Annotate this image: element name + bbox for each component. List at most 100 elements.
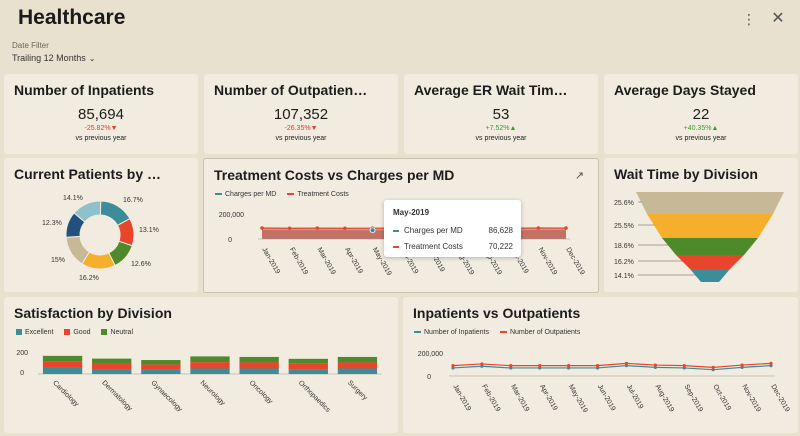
data-point[interactable] bbox=[287, 226, 292, 231]
treatment-costs-card[interactable]: Treatment Costs vs Charges per MD ↗ Char… bbox=[203, 158, 599, 293]
expand-icon[interactable]: ↗ bbox=[574, 170, 584, 182]
legend-item[interactable]: Charges per MD bbox=[215, 191, 276, 198]
bar-segment[interactable] bbox=[141, 360, 181, 365]
data-point[interactable] bbox=[567, 364, 571, 368]
bar-segment[interactable] bbox=[288, 369, 328, 374]
x-tick-label: Gynaecology bbox=[149, 379, 183, 413]
data-point[interactable] bbox=[595, 364, 600, 368]
bar-segment[interactable] bbox=[239, 368, 279, 375]
legend-swatch bbox=[287, 193, 295, 196]
chart-tooltip: May-2019 Charges per MD 86,628 Treatment… bbox=[384, 200, 521, 257]
kpi-card-er-wait-time[interactable]: Average ER Wait Tim… 53 +7.52%▲ vs previ… bbox=[404, 74, 598, 154]
data-point[interactable] bbox=[682, 366, 686, 370]
data-point[interactable] bbox=[315, 226, 320, 230]
data-point[interactable] bbox=[711, 368, 715, 372]
hover-data-point[interactable] bbox=[369, 227, 376, 234]
kpi-title: Average ER Wait Tim… bbox=[414, 82, 568, 98]
kpi-comparison: vs previous year bbox=[475, 135, 527, 142]
bar-segment[interactable] bbox=[239, 362, 279, 369]
funnel-label: 14.1% bbox=[614, 273, 634, 280]
inpatients-outpatients-card[interactable]: Inpatients vs Outpatients Number of Inpa… bbox=[403, 297, 798, 433]
funnel-segment[interactable] bbox=[647, 214, 773, 238]
bar-segment[interactable] bbox=[42, 367, 83, 374]
funnel-segment[interactable] bbox=[676, 255, 744, 269]
x-tick-label: Orthopaedics bbox=[297, 379, 332, 414]
data-point[interactable] bbox=[536, 226, 541, 230]
kpi-card-inpatients[interactable]: Number of Inpatients 85,694 -25.82%▼ vs … bbox=[4, 74, 198, 154]
funnel-chart: 25.6% 25.5% 18.6% 16.2% 14.1% bbox=[614, 192, 784, 282]
bar-segment[interactable] bbox=[190, 356, 230, 363]
bar-segment[interactable] bbox=[288, 358, 328, 364]
bar-segment[interactable] bbox=[337, 362, 378, 369]
legend-item[interactable]: Good bbox=[64, 329, 90, 336]
funnel-segment[interactable] bbox=[690, 269, 730, 282]
data-point[interactable] bbox=[451, 364, 455, 368]
data-point[interactable] bbox=[624, 361, 629, 365]
close-icon[interactable]: ✕ bbox=[771, 10, 785, 27]
bar-segment[interactable] bbox=[92, 369, 132, 374]
more-options-icon[interactable]: ⋮ bbox=[742, 11, 756, 27]
kpi-card-outpatients[interactable]: Number of Outpatien… 107,352 -26.35%▼ vs… bbox=[204, 74, 398, 154]
y-tick-label: 0 bbox=[228, 237, 232, 244]
data-point[interactable] bbox=[564, 226, 568, 230]
bar-segment[interactable] bbox=[239, 356, 279, 363]
legend-item[interactable]: Excellent bbox=[16, 329, 53, 336]
legend-item[interactable]: Number of Inpatients bbox=[414, 329, 489, 336]
data-point[interactable] bbox=[538, 366, 542, 370]
data-point[interactable] bbox=[451, 366, 455, 370]
data-point[interactable] bbox=[480, 362, 484, 366]
kpi-card-days-stayed[interactable]: Average Days Stayed 22 +40.35%▲ vs previ… bbox=[604, 74, 798, 154]
bar-segment[interactable] bbox=[337, 356, 378, 363]
data-point[interactable] bbox=[343, 226, 347, 231]
wait-time-card[interactable]: Wait Time by Division 25.6% 25.5% 18.6% … bbox=[604, 158, 798, 292]
date-filter-dropdown[interactable]: Trailing 12 Months ⌄ bbox=[12, 53, 95, 63]
donut-label: 16.7% bbox=[123, 197, 143, 204]
x-tick-label: Oncology bbox=[248, 379, 274, 405]
bar-segment[interactable] bbox=[92, 358, 132, 364]
data-point[interactable] bbox=[509, 366, 513, 370]
data-point[interactable] bbox=[769, 361, 773, 365]
donut-label: 16.2% bbox=[79, 275, 99, 282]
data-point[interactable] bbox=[567, 366, 571, 370]
data-point[interactable] bbox=[260, 226, 264, 230]
data-point[interactable] bbox=[480, 364, 484, 368]
current-patients-card[interactable]: Current Patients by … 16.7% 13.1% 12.6% … bbox=[4, 158, 198, 292]
satisfaction-stacked-bar-chart: 200 0 Cardiology Dermatology Gynaecology Ne… bbox=[16, 350, 382, 414]
bar-segment[interactable] bbox=[42, 355, 83, 362]
bar-segment[interactable] bbox=[288, 363, 328, 370]
bar-segment[interactable] bbox=[92, 363, 132, 370]
legend-item[interactable]: Treatment Costs bbox=[287, 191, 349, 198]
data-point[interactable] bbox=[740, 365, 744, 369]
legend-swatch bbox=[499, 331, 507, 334]
legend-swatch bbox=[101, 329, 108, 336]
data-point[interactable] bbox=[682, 364, 686, 368]
data-point[interactable] bbox=[509, 364, 513, 368]
data-point[interactable] bbox=[740, 363, 744, 367]
bar-segment[interactable] bbox=[141, 369, 181, 374]
funnel-segment[interactable] bbox=[662, 238, 758, 255]
donut-chart: 16.7% 13.1% 12.6% 16.2% 15% 12.3% 14.1% bbox=[42, 195, 159, 282]
x-tick-label: Aug-2019 bbox=[654, 384, 675, 414]
data-point[interactable] bbox=[538, 364, 542, 368]
trend-up-icon: ▲ bbox=[509, 125, 517, 132]
data-point[interactable] bbox=[769, 364, 773, 368]
donut-slice[interactable] bbox=[73, 200, 102, 223]
data-point[interactable] bbox=[653, 363, 657, 367]
legend-item[interactable]: Neutral bbox=[101, 329, 133, 336]
bar-segment[interactable] bbox=[42, 361, 83, 368]
bar-segment[interactable] bbox=[190, 368, 230, 375]
x-tick-label: Nov-2019 bbox=[537, 247, 558, 277]
x-tick-label: Feb-2019 bbox=[288, 247, 309, 277]
chart-legend: Number of Inpatients Number of Outpatien… bbox=[414, 329, 589, 336]
data-point[interactable] bbox=[711, 365, 715, 369]
data-point[interactable] bbox=[653, 365, 657, 369]
data-point[interactable] bbox=[624, 364, 629, 368]
bar-segment[interactable] bbox=[337, 368, 378, 375]
bar-segment[interactable] bbox=[190, 362, 230, 369]
satisfaction-card[interactable]: Satisfaction by Division Excellent Good … bbox=[4, 297, 398, 433]
tooltip-row: Treatment Costs 70,222 bbox=[393, 242, 513, 251]
funnel-segment[interactable] bbox=[636, 192, 784, 214]
data-point[interactable] bbox=[595, 366, 600, 370]
bar-segment[interactable] bbox=[141, 364, 181, 370]
legend-item[interactable]: Number of Outpatients bbox=[499, 329, 580, 336]
